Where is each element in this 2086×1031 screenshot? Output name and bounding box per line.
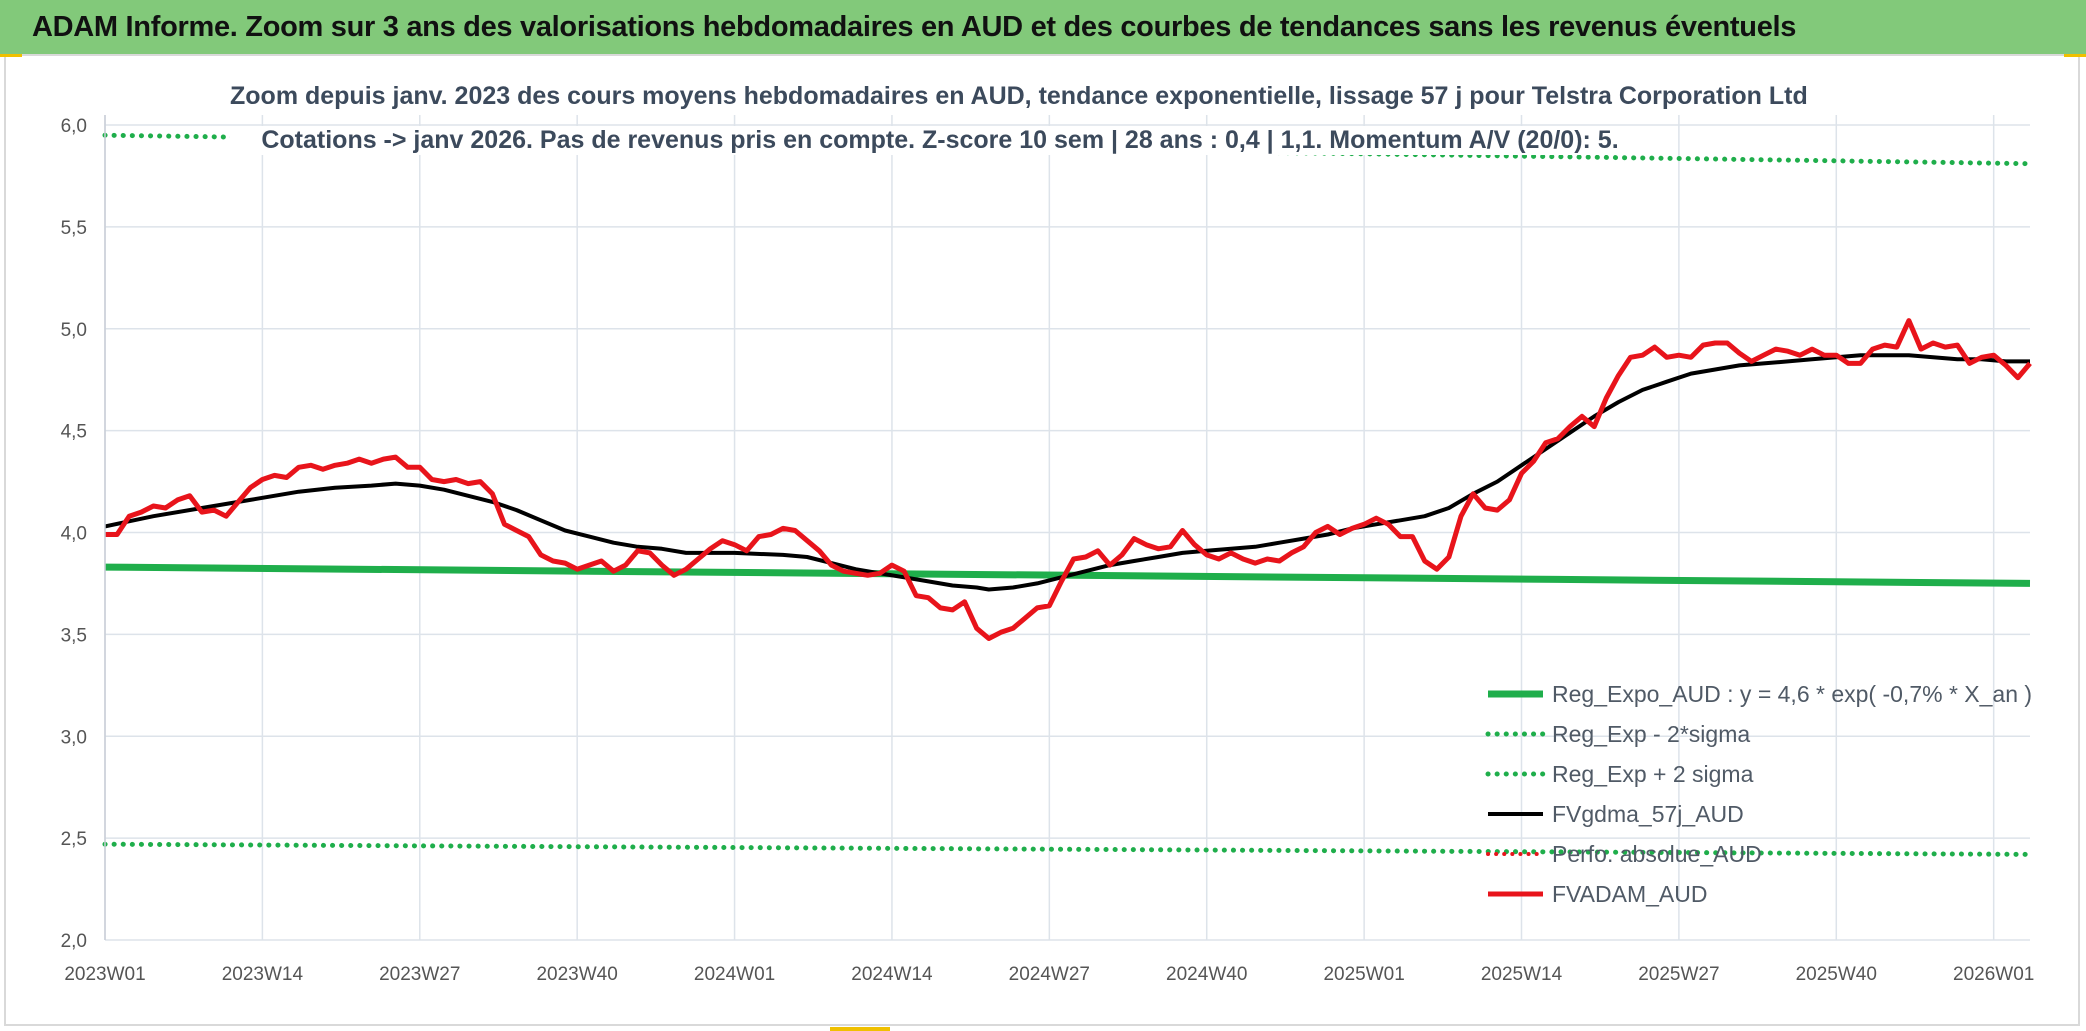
x-tick-label: 2025W14: [1481, 964, 1563, 985]
x-tick-label: 2023W27: [379, 964, 460, 985]
legend: Reg_Expo_AUD : y = 4,6 * exp( -0,7% * X_…: [1485, 681, 2032, 907]
x-tick-label: 2024W14: [851, 964, 933, 985]
series-lines: [104, 318, 2032, 641]
x-tick-label: 2023W01: [64, 964, 145, 985]
chart-title: Zoom depuis janv. 2023 des cours moyens …: [230, 82, 1808, 111]
y-tick-label: 5,5: [61, 218, 87, 239]
legend-label-fvadam: FVADAM_AUD: [1552, 881, 1708, 907]
y-tick-label: 2,0: [61, 931, 87, 952]
frame-handle-top-right: [2064, 54, 2086, 57]
chart-frame: [4, 54, 2080, 1026]
report-title: ADAM Informe. Zoom sur 3 ans des valoris…: [32, 10, 1797, 43]
chart-subtitle: Cotations -> janv 2026. Pas de revenus p…: [230, 126, 1650, 155]
y-tick-label: 4,0: [61, 524, 87, 545]
x-tick-label: 2025W40: [1796, 964, 1877, 985]
x-tick-label: 2025W01: [1323, 964, 1404, 985]
y-axis: 2,0 2,5 3,0 3,5 4,0 4,5 5,0 5,5 6,0: [61, 115, 106, 952]
series-line-fvgdma: [104, 353, 2030, 592]
y-tick-label: 4,5: [61, 422, 87, 443]
frame-handle-bottom: [830, 1027, 890, 1031]
series-line-fvadam: [105, 318, 2032, 641]
x-tick-label: 2023W14: [222, 964, 304, 985]
x-tick-label: 2024W01: [694, 964, 775, 985]
y-tick-label: 3,0: [61, 727, 87, 748]
x-tick-label: 2026W01: [1953, 964, 2034, 985]
series-line-reg_minus: [102, 841, 2033, 857]
legend-label-reg_expo: Reg_Expo_AUD : y = 4,6 * exp( -0,7% * X_…: [1552, 681, 2032, 707]
x-tick-label: 2023W40: [536, 964, 617, 985]
x-tick-label: 2024W27: [1009, 964, 1090, 985]
legend-label-perfo: Perfo. absolue_AUD: [1552, 841, 1762, 867]
frame-handle-top-left: [0, 54, 22, 57]
y-tick-label: 3,5: [61, 625, 87, 646]
legend-label-reg_minus: Reg_Exp - 2*sigma: [1552, 721, 1750, 747]
report-banner: ADAM Informe. Zoom sur 3 ans des valoris…: [0, 0, 2086, 54]
legend-label-reg_plus: Reg_Exp + 2 sigma: [1552, 761, 1754, 787]
x-tick-label: 2025W27: [1638, 964, 1719, 985]
legend-label-fvgdma: FVgdma_57j_AUD: [1552, 801, 1744, 827]
x-axis: 2023W01 2023W14 2023W27 2023W40 2024W01 2024W…: [64, 964, 2034, 985]
x-tick-label: 2024W40: [1166, 964, 1247, 985]
y-tick-label: 6,0: [61, 116, 87, 137]
y-tick-label: 5,0: [61, 320, 87, 341]
y-tick-label: 2,5: [61, 829, 87, 850]
